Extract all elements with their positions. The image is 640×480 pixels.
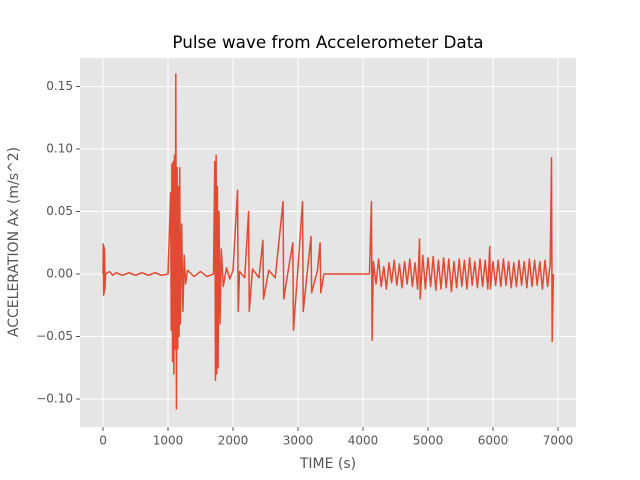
x-tick-label: 6000 (478, 434, 509, 448)
x-axis-label: TIME (s) (299, 456, 356, 472)
y-tick-label: 0.00 (46, 267, 73, 281)
y-tick-label: −0.10 (36, 392, 73, 406)
x-tick-label: 3000 (283, 434, 314, 448)
y-tick-label: 0.15 (46, 79, 73, 93)
y-tick-label: 0.05 (46, 204, 73, 218)
x-tick-label: 1000 (153, 434, 184, 448)
x-tick-label: 4000 (348, 434, 379, 448)
x-tick-label: 5000 (413, 434, 444, 448)
y-tick-label: −0.05 (36, 329, 73, 343)
data-line (102, 73, 555, 410)
plot-area (80, 58, 576, 427)
x-tick-label: 2000 (218, 434, 249, 448)
y-tick-label: 0.10 (46, 142, 73, 156)
chart-title: Pulse wave from Accelerometer Data (172, 32, 483, 52)
x-tick-label: 7000 (543, 434, 574, 448)
y-axis-label: ACCELERATION Ax (m/s^2) (6, 147, 22, 337)
x-tick-label: 0 (99, 434, 107, 448)
